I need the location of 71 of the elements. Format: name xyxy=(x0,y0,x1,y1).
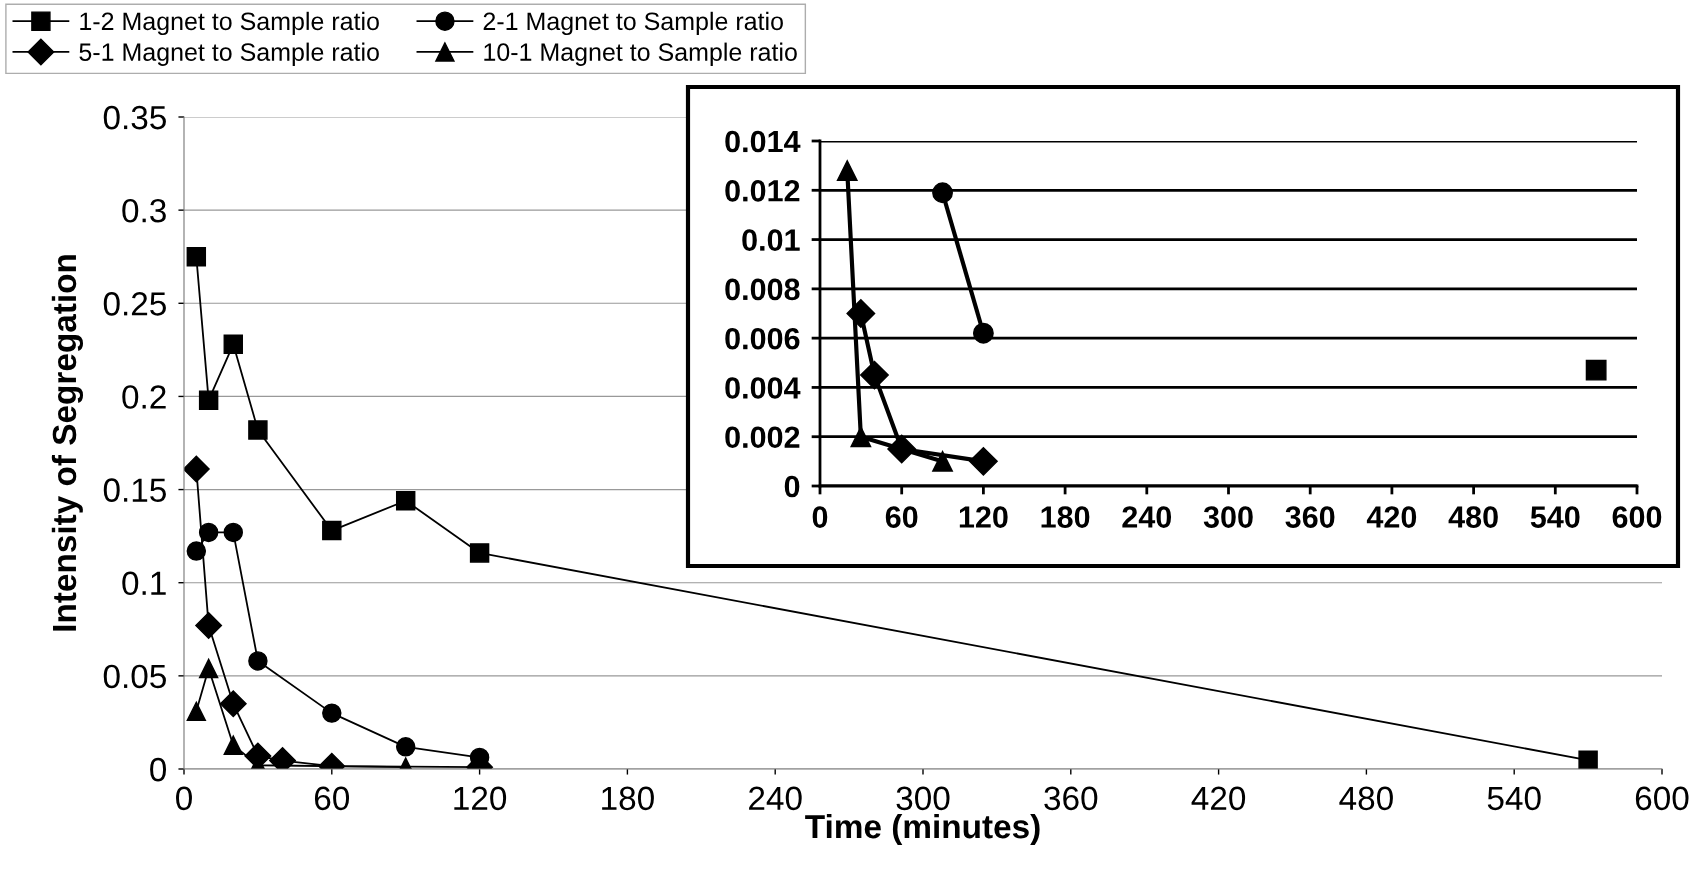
x-tick-label: 60 xyxy=(885,506,918,528)
y-tick-label: 0.05 xyxy=(103,664,166,689)
point xyxy=(469,543,490,563)
point xyxy=(198,522,219,543)
point xyxy=(322,703,342,723)
legend-label: 10-1 Magnet to Sample ratio xyxy=(484,42,797,66)
x-tick-label: 180 xyxy=(602,786,654,811)
point xyxy=(850,426,872,448)
point xyxy=(395,491,416,511)
point xyxy=(223,334,243,354)
point xyxy=(248,651,268,671)
y-tick-label: 0.15 xyxy=(103,478,166,502)
point xyxy=(395,737,416,757)
legend-label: 1-2 Magnet to Sample ratio xyxy=(80,11,379,36)
point xyxy=(186,701,207,721)
y-tick-label: 0 xyxy=(150,757,167,782)
point xyxy=(198,390,219,410)
x-axis-title: Time (minutes) xyxy=(805,813,1040,846)
x-tick-label: 600 xyxy=(1612,506,1662,528)
point xyxy=(932,450,953,472)
y-tick-label: 0.002 xyxy=(725,426,800,449)
x-tick-label: 300 xyxy=(1203,506,1253,528)
point xyxy=(836,160,858,181)
y-tick-label: 0.006 xyxy=(725,327,800,350)
x-tick-label: 120 xyxy=(959,506,1008,528)
x-tick-label: 480 xyxy=(1339,786,1393,811)
point xyxy=(186,246,207,267)
x-tick-label: 240 xyxy=(1122,506,1172,528)
point xyxy=(932,182,953,204)
point xyxy=(972,322,994,344)
y-tick-label: 0.2 xyxy=(122,385,166,409)
x-tick-label: 60 xyxy=(314,786,350,811)
x-tick-label: 600 xyxy=(1635,786,1689,811)
point xyxy=(248,420,268,440)
x-tick-label: 360 xyxy=(1285,506,1335,528)
x-tick-label: 480 xyxy=(1448,506,1498,528)
y-tick-label: 0.012 xyxy=(725,180,800,202)
point xyxy=(223,735,243,755)
y-tick-label: 0.008 xyxy=(725,278,800,301)
y-tick-label: 0.3 xyxy=(122,198,166,223)
legend-label: 2-1 Magnet to Sample ratio xyxy=(483,11,783,36)
y-tick-label: 0.004 xyxy=(725,377,801,399)
y-tick-label: 0 xyxy=(784,475,800,498)
y-tick-label: 0.1 xyxy=(122,571,166,596)
x-tick-label: 0 xyxy=(176,786,192,811)
point xyxy=(322,520,342,541)
point xyxy=(195,612,223,640)
point xyxy=(198,658,219,679)
point xyxy=(184,455,210,483)
x-tick-label: 420 xyxy=(1366,506,1417,528)
y-tick-label: 0.014 xyxy=(725,130,801,153)
x-tick-label: 360 xyxy=(1044,786,1098,811)
y-tick-label: 0.35 xyxy=(103,105,166,130)
x-tick-label: 420 xyxy=(1191,786,1246,811)
x-tick-label: 540 xyxy=(1487,786,1541,811)
x-tick-label: 180 xyxy=(1041,506,1090,528)
point xyxy=(1585,359,1607,381)
point xyxy=(860,360,889,390)
point xyxy=(1578,750,1598,769)
y-tick-label: 0.01 xyxy=(742,229,800,251)
x-tick-label: 300 xyxy=(896,786,950,811)
point xyxy=(968,446,998,476)
x-tick-label: 540 xyxy=(1530,506,1580,528)
y-tick-label: 0.25 xyxy=(103,292,166,316)
point xyxy=(219,690,247,718)
x-tick-label: 120 xyxy=(454,786,507,811)
y-axis-title: Intensity of Segregation xyxy=(51,255,84,631)
x-tick-label: 240 xyxy=(749,786,802,811)
x-tick-label: 0 xyxy=(812,506,828,528)
legend-label: 5-1 Magnet to Sample ratio xyxy=(79,42,379,66)
point xyxy=(223,522,243,543)
